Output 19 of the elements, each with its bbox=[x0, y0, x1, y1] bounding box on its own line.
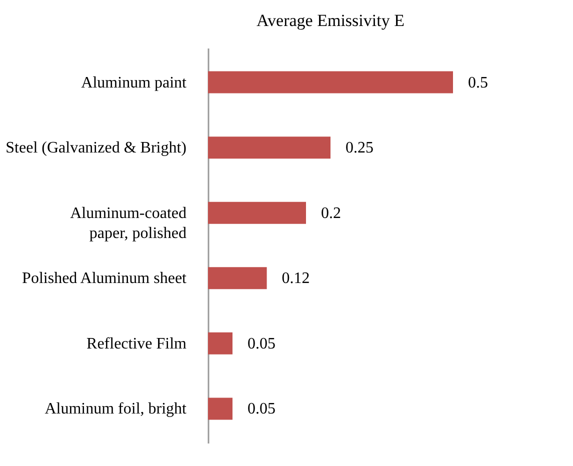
data-label: 0.2 bbox=[321, 204, 341, 222]
y-tick-label: Reflective Film bbox=[86, 335, 188, 352]
y-tick-label: Aluminum-coated paper, polished bbox=[70, 204, 186, 242]
data-label: 0.05 bbox=[248, 400, 276, 418]
data-label: 0.12 bbox=[282, 270, 310, 288]
chart-title: Average Emissivity E bbox=[256, 11, 404, 30]
y-tick-label: Polished Aluminum sheet bbox=[22, 270, 188, 288]
data-label: 0.5 bbox=[468, 74, 488, 92]
bar bbox=[208, 332, 232, 354]
bar bbox=[208, 71, 453, 94]
y-tick-label: Aluminum paint bbox=[81, 74, 188, 92]
y-tick-label: Aluminum foil, bright bbox=[44, 400, 188, 418]
bar bbox=[208, 267, 267, 290]
y-tick-label: Steel (Galvanized & Bright) bbox=[6, 140, 186, 157]
bar bbox=[208, 202, 306, 224]
data-label: 0.25 bbox=[346, 140, 374, 157]
bar bbox=[208, 136, 330, 159]
data-label: 0.05 bbox=[248, 335, 276, 352]
bar bbox=[208, 398, 232, 420]
